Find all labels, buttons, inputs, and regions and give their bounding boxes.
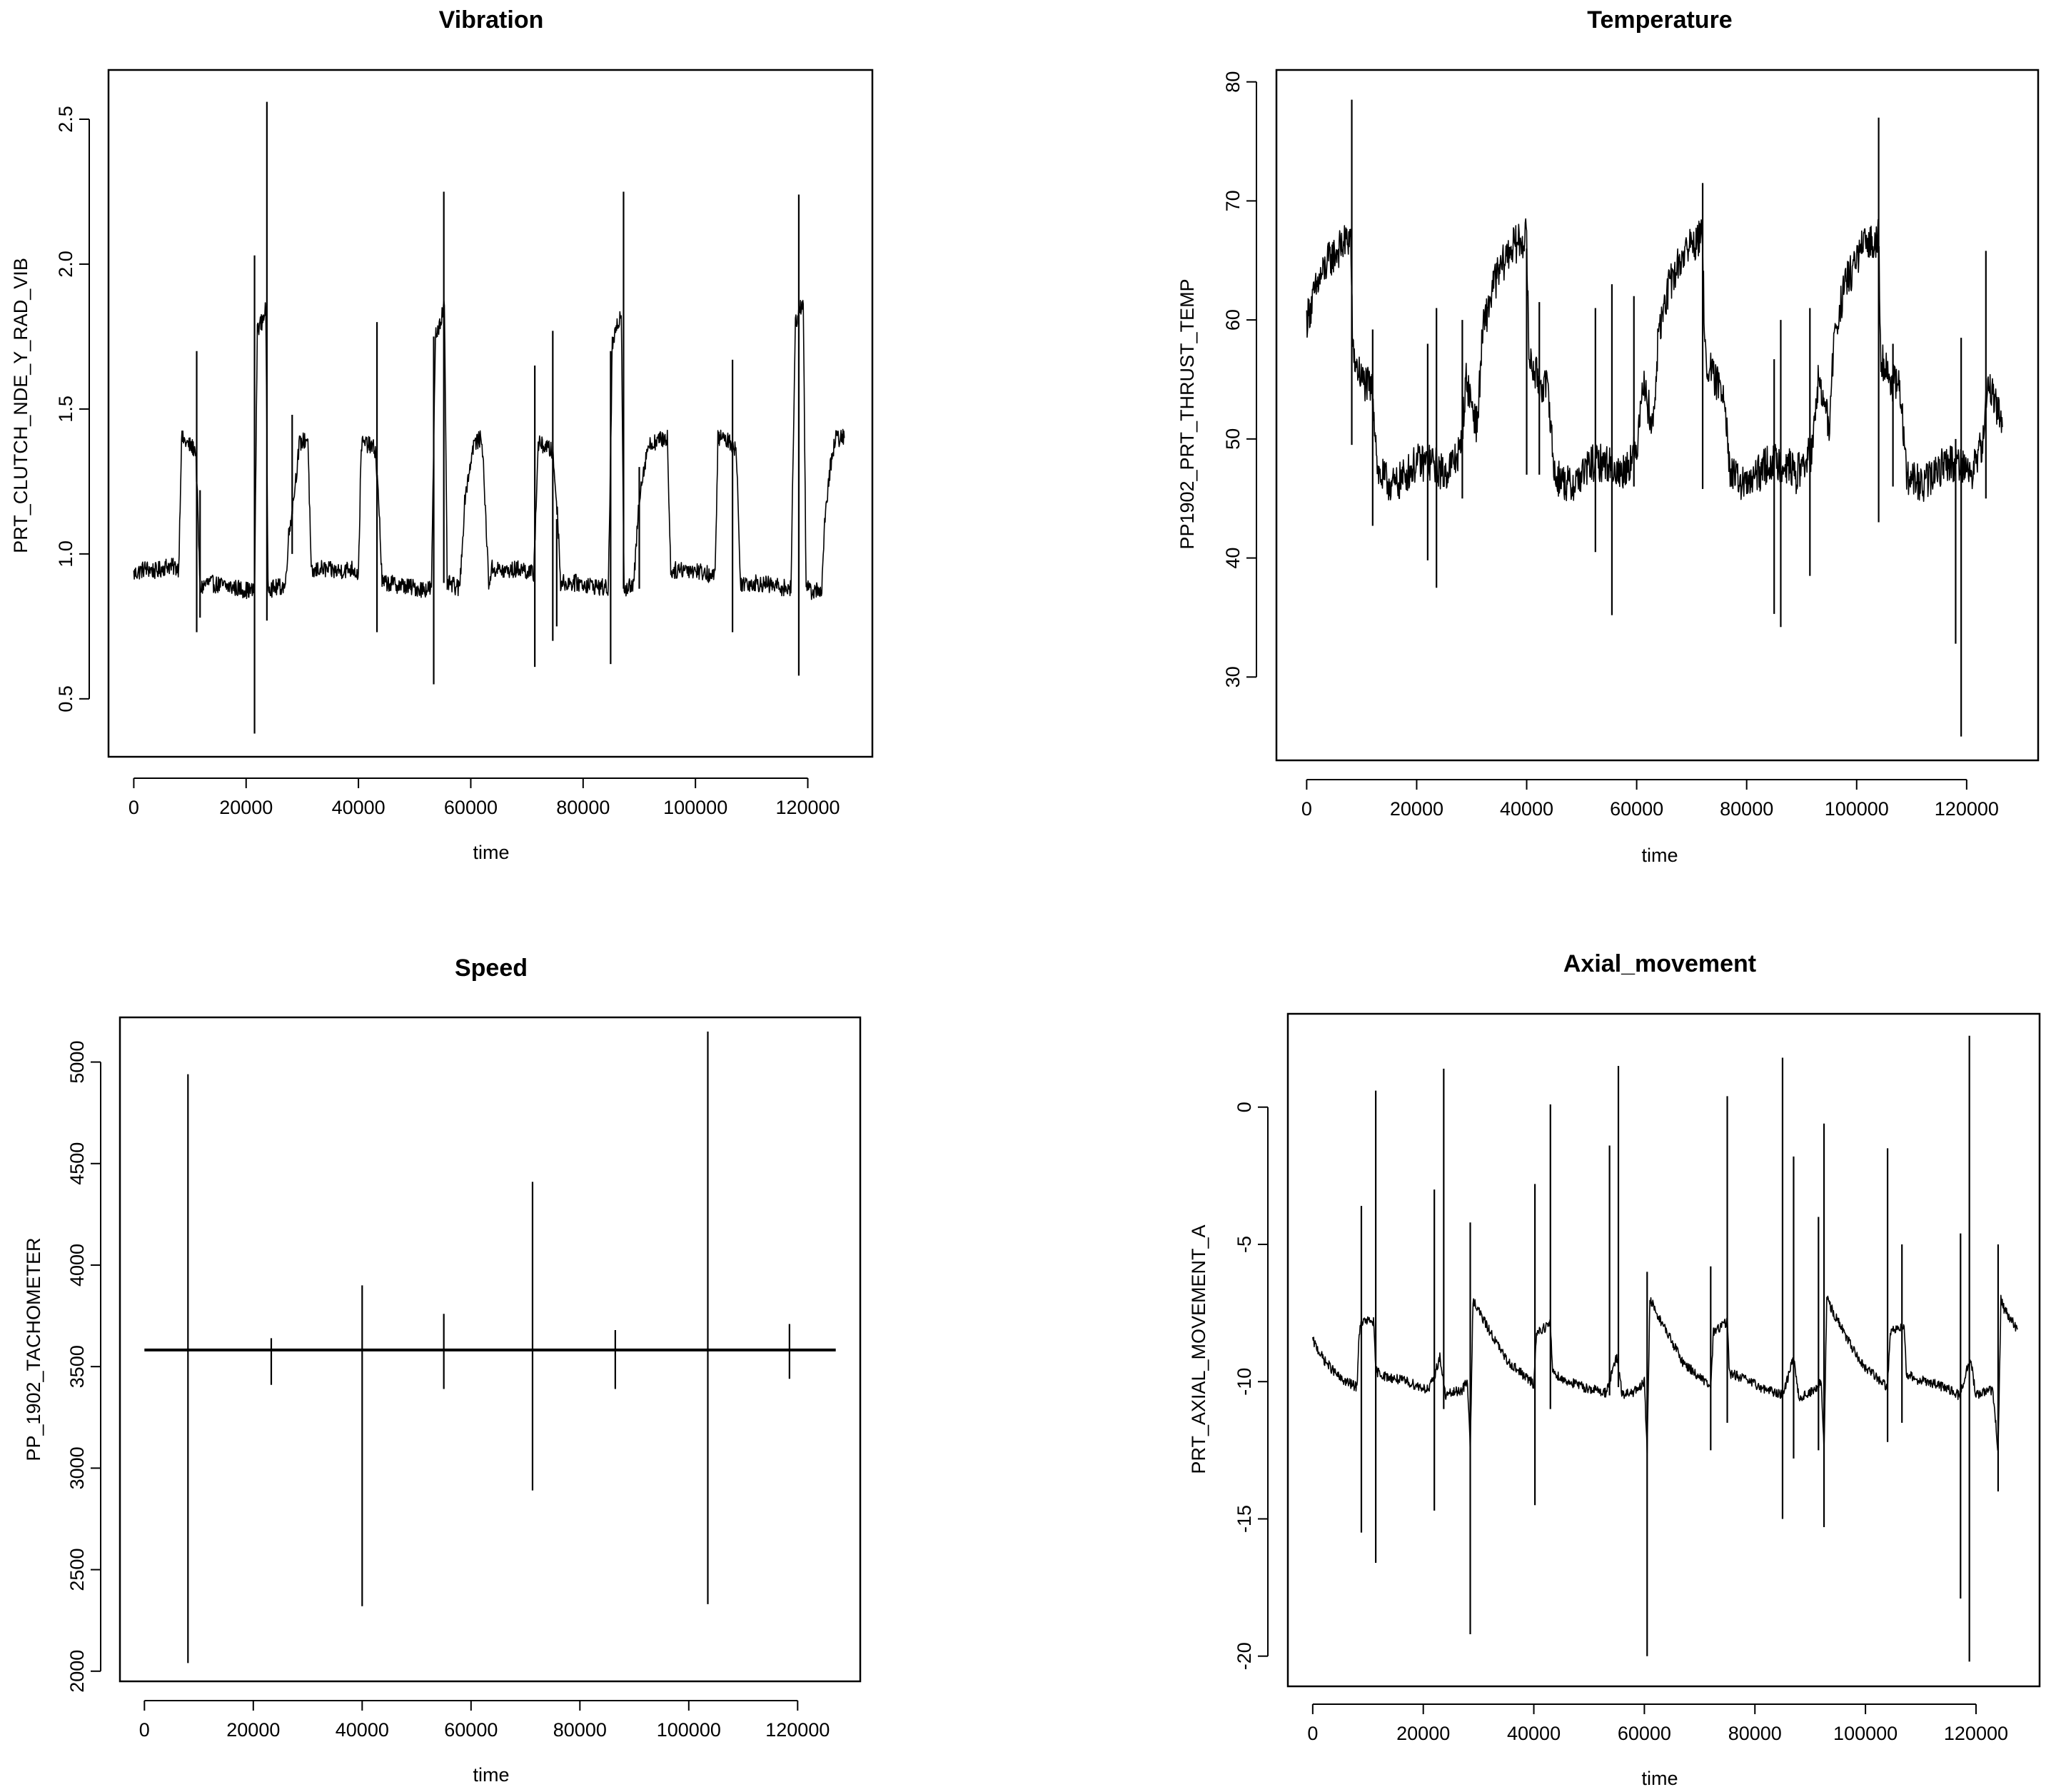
plot-area [143, 1031, 837, 1663]
x-tick-label: 40000 [332, 797, 385, 818]
x-tick-label: 0 [1307, 1723, 1318, 1744]
ticks: 0 20000 40000 60000 80000 100000 120000 -20 -15 -… [1234, 1102, 2008, 1744]
chart-title: Speed [455, 955, 528, 982]
x-tick-label: 40000 [336, 1719, 389, 1741]
y-tick-label: 3500 [66, 1345, 88, 1388]
y-tick-label: 2.5 [55, 106, 76, 133]
x-tick-label: 0 [128, 797, 139, 818]
panel-axial-movement: Axial_movement time PRT_AXIAL_MOVEMENT_A… [1188, 950, 2041, 1789]
plot-area [1312, 1035, 2018, 1662]
y-tick-label: -15 [1234, 1505, 1255, 1533]
y-tick-label: 2000 [66, 1650, 88, 1693]
x-tick-label: 80000 [553, 1719, 607, 1741]
x-tick-label: 0 [1301, 798, 1312, 820]
y-tick-label: 30 [1222, 666, 1244, 688]
y-tick-label: 40 [1222, 548, 1244, 569]
x-tick-label: 20000 [1396, 1723, 1450, 1744]
y-tick-label: 0 [1234, 1102, 1255, 1112]
plot-frame [1275, 69, 2040, 762]
x-tick-label: 60000 [1618, 1723, 1671, 1744]
y-axis-label: PP_1902_TACHOMETER [23, 1237, 44, 1461]
x-tick-label: 100000 [657, 1719, 721, 1741]
x-tick-label: 60000 [444, 797, 498, 818]
panel-vibration: Vibration time PRT_CLUTCH_NDE_Y_RAD_VIB … [10, 6, 874, 863]
panel-temperature: Temperature time PP1902_PRT_THRUST_TEMP … [1176, 6, 2040, 866]
x-tick-label: 100000 [1833, 1723, 1898, 1744]
y-axis-label: PP1902_PRT_THRUST_TEMP [1176, 278, 1198, 549]
y-tick-label: 80 [1222, 71, 1244, 93]
x-tick-label: 40000 [1500, 798, 1553, 820]
x-tick-label: 60000 [1610, 798, 1663, 820]
x-tick-label: 120000 [775, 797, 840, 818]
plot-area [133, 101, 845, 734]
x-tick-label: 20000 [1390, 798, 1443, 820]
plot-frame [1286, 1012, 2041, 1688]
x-tick-label: 60000 [444, 1719, 498, 1741]
y-tick-label: 1.0 [55, 540, 76, 568]
y-tick-label: 4000 [66, 1244, 88, 1287]
chart-title: Temperature [1587, 6, 1732, 34]
x-tick-label: 20000 [226, 1719, 280, 1741]
ticks: 0 20000 40000 60000 80000 100000 120000 30 40 50 6… [1222, 71, 1999, 820]
x-tick-label: 20000 [219, 797, 273, 818]
y-tick-label: 50 [1222, 428, 1244, 450]
series-line [1312, 1294, 2018, 1454]
y-tick-label: 0.5 [55, 685, 76, 713]
y-tick-label: -5 [1234, 1236, 1255, 1253]
ticks: 0 20000 40000 60000 80000 100000 120000 2000 250… [66, 1041, 830, 1741]
y-tick-label: -20 [1234, 1642, 1255, 1670]
y-tick-label: 60 [1222, 309, 1244, 331]
x-axis-label: time [473, 1764, 509, 1786]
y-axis-label: PRT_AXIAL_MOVEMENT_A [1188, 1224, 1209, 1474]
y-tick-label: 70 [1222, 190, 1244, 211]
x-axis-label: time [1641, 1768, 1678, 1789]
x-tick-label: 100000 [1825, 798, 1889, 820]
x-tick-label: 0 [139, 1719, 150, 1741]
y-tick-label: 5000 [66, 1041, 88, 1084]
x-axis-label: time [473, 842, 509, 863]
ticks: 0 20000 40000 60000 80000 100000 120000 0.5 1.0 1… [55, 106, 840, 818]
series-line [1306, 218, 2003, 502]
y-tick-label: 2500 [66, 1549, 88, 1591]
x-tick-label: 120000 [1935, 798, 1999, 820]
x-tick-label: 120000 [1944, 1723, 2008, 1744]
plot-frame [107, 69, 874, 758]
chart-title: Vibration [439, 6, 544, 34]
plot-area [1306, 99, 2003, 737]
x-tick-label: 80000 [1720, 798, 1773, 820]
panel-speed: Speed time PP_1902_TACHOMETER 0 20000 4000… [23, 955, 862, 1786]
y-tick-label: 2.0 [55, 251, 76, 278]
x-tick-label: 80000 [1728, 1723, 1782, 1744]
y-tick-label: 1.5 [55, 396, 76, 423]
series-line [133, 299, 845, 600]
y-tick-label: -10 [1234, 1368, 1255, 1396]
x-tick-label: 120000 [765, 1719, 830, 1741]
x-tick-label: 100000 [663, 797, 727, 818]
plot-frame [119, 1016, 862, 1683]
x-tick-label: 80000 [556, 797, 610, 818]
chart-title: Axial_movement [1563, 950, 1756, 977]
y-tick-label: 4500 [66, 1142, 88, 1185]
x-axis-label: time [1641, 845, 1678, 866]
y-tick-label: 3000 [66, 1446, 88, 1489]
x-tick-label: 40000 [1507, 1723, 1561, 1744]
y-axis-label: PRT_CLUTCH_NDE_Y_RAD_VIB [10, 258, 31, 553]
